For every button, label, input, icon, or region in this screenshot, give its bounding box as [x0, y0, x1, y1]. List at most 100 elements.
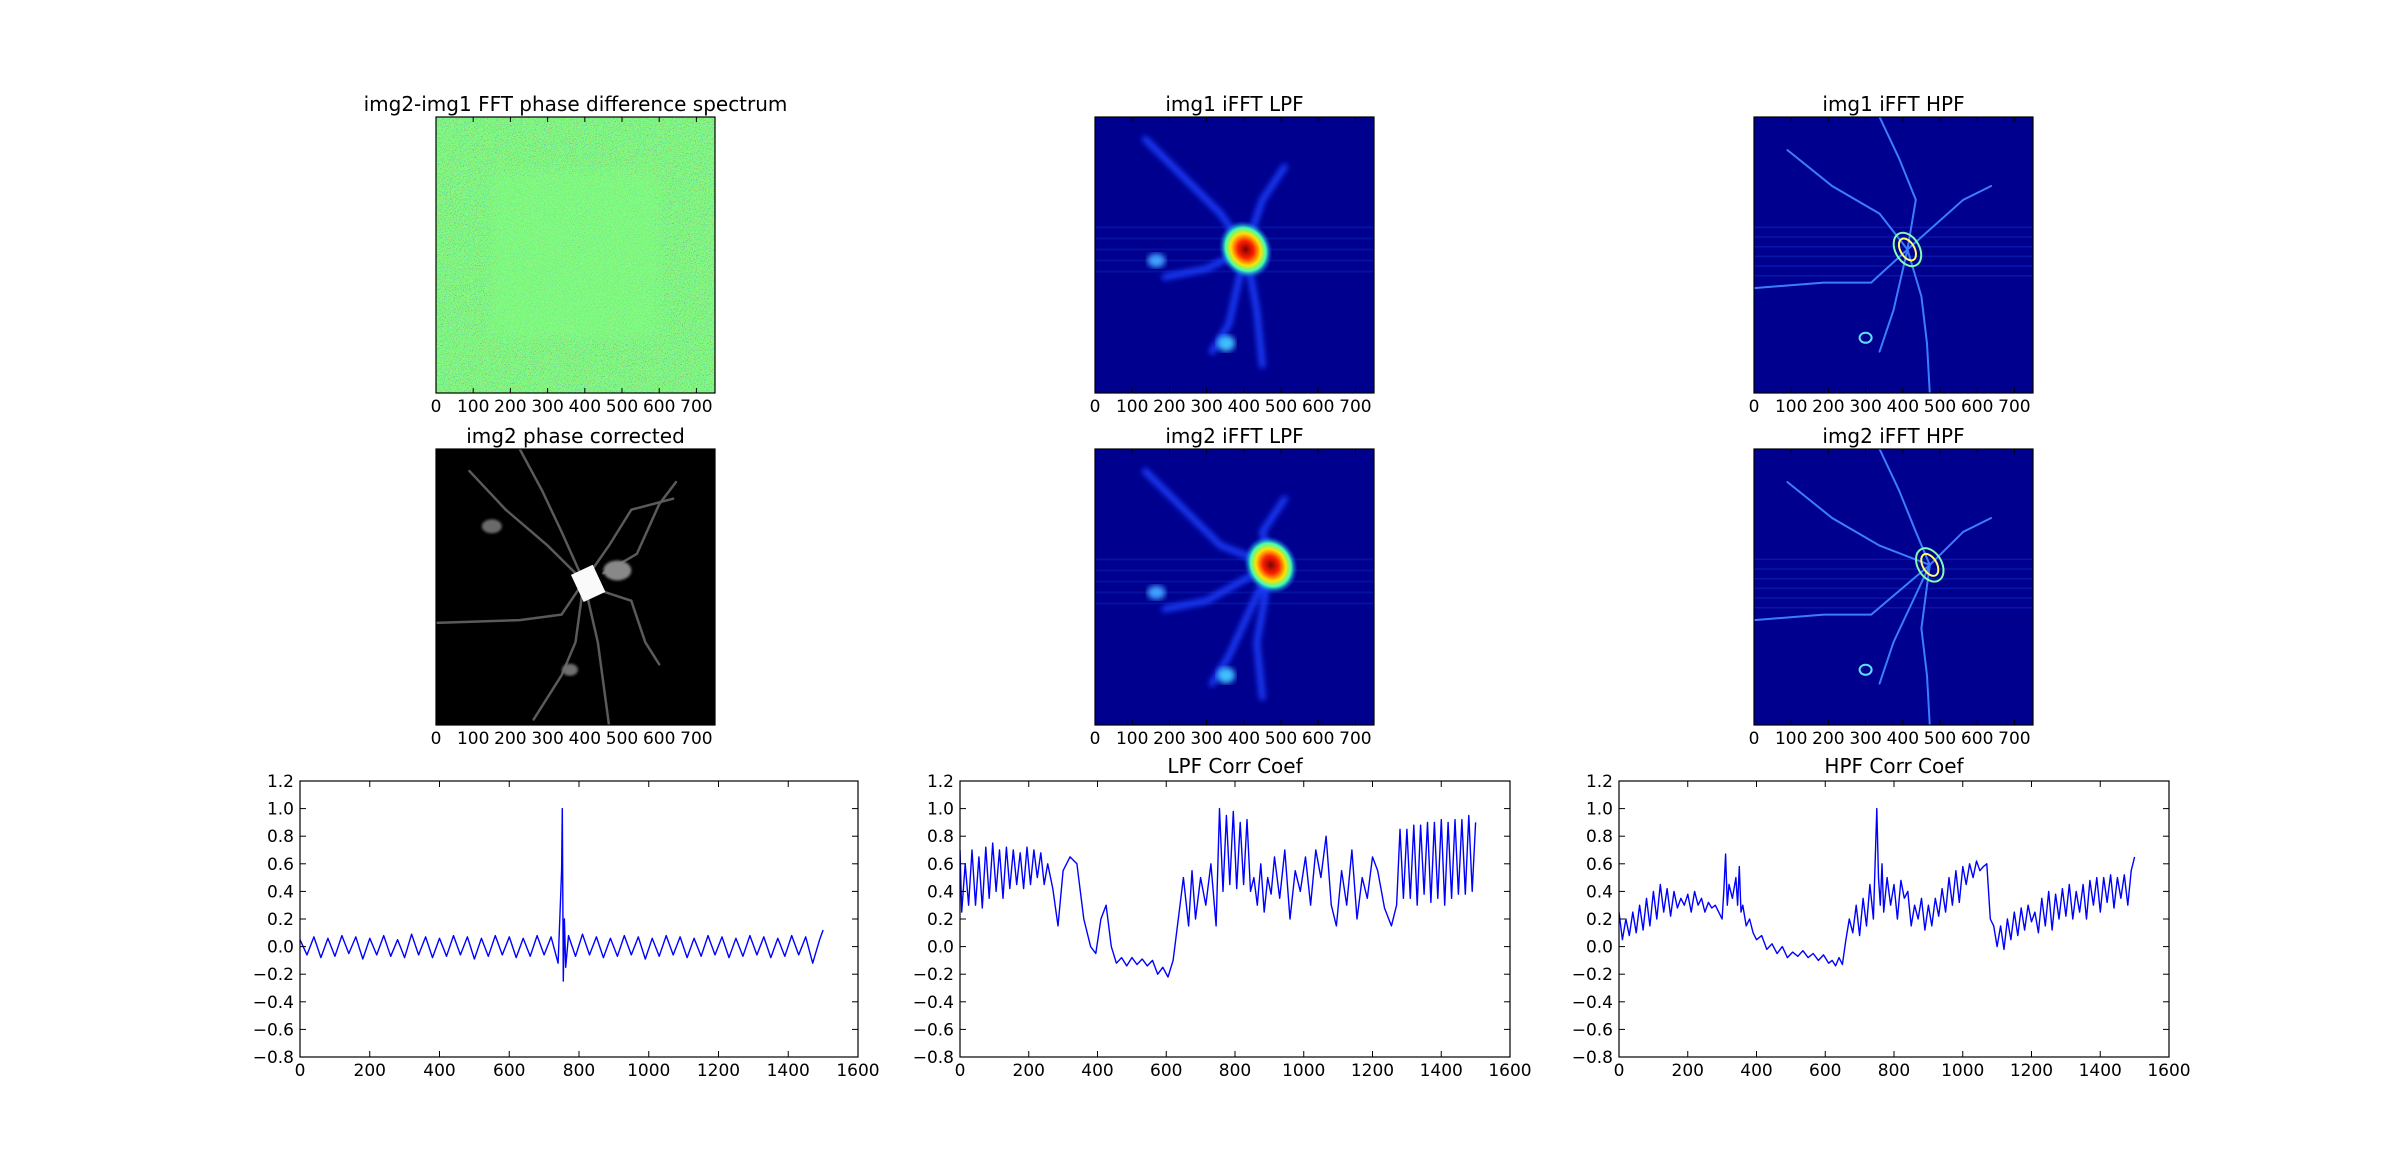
series-line — [300, 807, 824, 982]
series-line — [1619, 807, 2136, 967]
y-tick-label: −0.2 — [913, 965, 954, 985]
img2-hpf-panel: img2 iFFT HPF 0 100 200 300 400 500 600 700 — [1749, 424, 2034, 749]
img2-phase-corrected-title: img2 phase corrected — [466, 424, 685, 448]
y-tick-label: 0.0 — [267, 938, 294, 958]
y-tick-label: −0.4 — [1572, 993, 1613, 1013]
x-tick-label: 1600 — [1488, 1061, 1531, 1081]
x-tick-label: 0 — [1749, 729, 1760, 749]
x-tick-label: 600 — [1961, 729, 1993, 749]
y-tick-label: 1.0 — [267, 800, 294, 820]
x-tick-label: 0 — [1749, 397, 1760, 417]
img2-phase-corrected-image — [436, 449, 715, 725]
x-tick-label: 300 — [531, 397, 563, 417]
y-tick-label: −0.4 — [913, 993, 954, 1013]
img1-lpf-image — [1095, 117, 1374, 393]
x-tick-label: 700 — [1998, 729, 2030, 749]
img2-hpf-title: img2 iFFT HPF — [1822, 424, 1964, 448]
y-tick-label: 0.4 — [1586, 882, 1613, 902]
phase-diff-title: img2-img1 FFT phase difference spectrum — [364, 92, 788, 116]
x-tick-label: 0 — [1090, 729, 1101, 749]
x-tick-label: 100 — [1775, 397, 1807, 417]
x-tick-label: 800 — [1878, 1061, 1910, 1081]
x-tick-label: 500 — [1265, 397, 1297, 417]
x-tick-label: 700 — [1339, 397, 1371, 417]
y-tick-label: 0.6 — [927, 855, 954, 875]
x-tick-label: 0 — [1614, 1061, 1625, 1081]
x-tick-label: 1400 — [767, 1061, 810, 1081]
x-tick-label: 1000 — [627, 1061, 670, 1081]
x-tick-label: 600 — [643, 729, 675, 749]
x-tick-label: 1600 — [836, 1061, 879, 1081]
y-tick-label: 0.8 — [267, 827, 294, 847]
x-tick-label: 500 — [1924, 729, 1956, 749]
y-tick-label: 0.8 — [1586, 827, 1613, 847]
x-tick-label: 200 — [494, 729, 526, 749]
x-tick-label: 0 — [1090, 397, 1101, 417]
img2-lpf-title: img2 iFFT LPF — [1165, 424, 1303, 448]
x-tick-label: 0 — [431, 729, 442, 749]
x-tick-label: 100 — [1116, 397, 1148, 417]
y-tick-label: 0.0 — [927, 938, 954, 958]
y-tick-label: 0.2 — [267, 910, 294, 930]
y-tick-label: 1.0 — [927, 800, 954, 820]
x-tick-label: 400 — [569, 397, 601, 417]
phase-diff-panel: img2-img1 FFT phase difference spectrum 0… — [364, 92, 788, 417]
y-tick-label: −0.2 — [1572, 965, 1613, 985]
phase-diff-image — [436, 117, 715, 393]
plot-area — [300, 781, 858, 1057]
x-tick-label: 400 — [1081, 1061, 1113, 1081]
plot-area — [960, 781, 1510, 1057]
y-tick-label: 1.2 — [267, 772, 294, 792]
x-tick-label: 200 — [1672, 1061, 1704, 1081]
x-tick-label: 500 — [1924, 397, 1956, 417]
img2-lpf-panel: img2 iFFT LPF 0 100 200 300 400 500 600 700 — [1090, 424, 1375, 749]
y-tick-label: 0.4 — [267, 882, 294, 902]
chart-1: 0 200 400 600 800 1000 1200 1400 1600 −0.8 −0.6 −0.… — [253, 772, 880, 1081]
y-tick-label: 1.2 — [927, 772, 954, 792]
x-tick-label: 400 — [1887, 397, 1919, 417]
y-tick-label: −0.6 — [913, 1020, 954, 1040]
img2-lpf-image — [1095, 449, 1374, 725]
x-tick-label: 1400 — [1420, 1061, 1463, 1081]
x-tick-label: 300 — [1190, 397, 1222, 417]
y-tick-label: 0.6 — [1586, 855, 1613, 875]
y-tick-label: −0.8 — [253, 1048, 294, 1068]
x-tick-label: 1200 — [1351, 1061, 1394, 1081]
chart-title: LPF Corr Coef — [1167, 754, 1303, 778]
y-tick-label: −0.4 — [253, 993, 294, 1013]
plot-area — [1619, 781, 2169, 1057]
x-tick-label: 100 — [1775, 729, 1807, 749]
x-tick-label: 400 — [1228, 729, 1260, 749]
x-tick-label: 0 — [955, 1061, 966, 1081]
img1-hpf-image — [1754, 117, 2033, 393]
x-tick-label: 1600 — [2147, 1061, 2190, 1081]
img2-phase-corrected-panel: img2 phase corrected 0 100 200 300 400 500 600 7… — [431, 424, 716, 749]
x-tick-label: 700 — [1998, 397, 2030, 417]
x-tick-label: 100 — [1116, 729, 1148, 749]
x-tick-label: 400 — [1228, 397, 1260, 417]
x-tick-label: 0 — [295, 1061, 306, 1081]
y-tick-label: 1.2 — [1586, 772, 1613, 792]
y-tick-label: 0.2 — [1586, 910, 1613, 930]
y-tick-label: −0.6 — [253, 1020, 294, 1040]
x-tick-label: 300 — [1849, 397, 1881, 417]
y-tick-label: 0.4 — [927, 882, 954, 902]
y-tick-label: 0.2 — [927, 910, 954, 930]
x-tick-label: 200 — [1812, 397, 1844, 417]
img2-hpf-image — [1754, 449, 2033, 725]
img1-lpf-panel: img1 iFFT LPF 0 100 200 300 400 500 600 700 — [1090, 92, 1375, 417]
x-tick-label: 200 — [1153, 397, 1185, 417]
img1-lpf-title: img1 iFFT LPF — [1165, 92, 1303, 116]
x-tick-label: 200 — [494, 397, 526, 417]
x-tick-label: 400 — [1740, 1061, 1772, 1081]
series-line — [960, 807, 1477, 978]
x-tick-label: 500 — [1265, 729, 1297, 749]
x-tick-label: 400 — [423, 1061, 455, 1081]
y-tick-label: −0.2 — [253, 965, 294, 985]
x-tick-label: 800 — [1219, 1061, 1251, 1081]
y-tick-label: −0.8 — [913, 1048, 954, 1068]
x-tick-label: 800 — [563, 1061, 595, 1081]
x-tick-label: 600 — [1150, 1061, 1182, 1081]
x-tick-label: 600 — [1302, 397, 1334, 417]
